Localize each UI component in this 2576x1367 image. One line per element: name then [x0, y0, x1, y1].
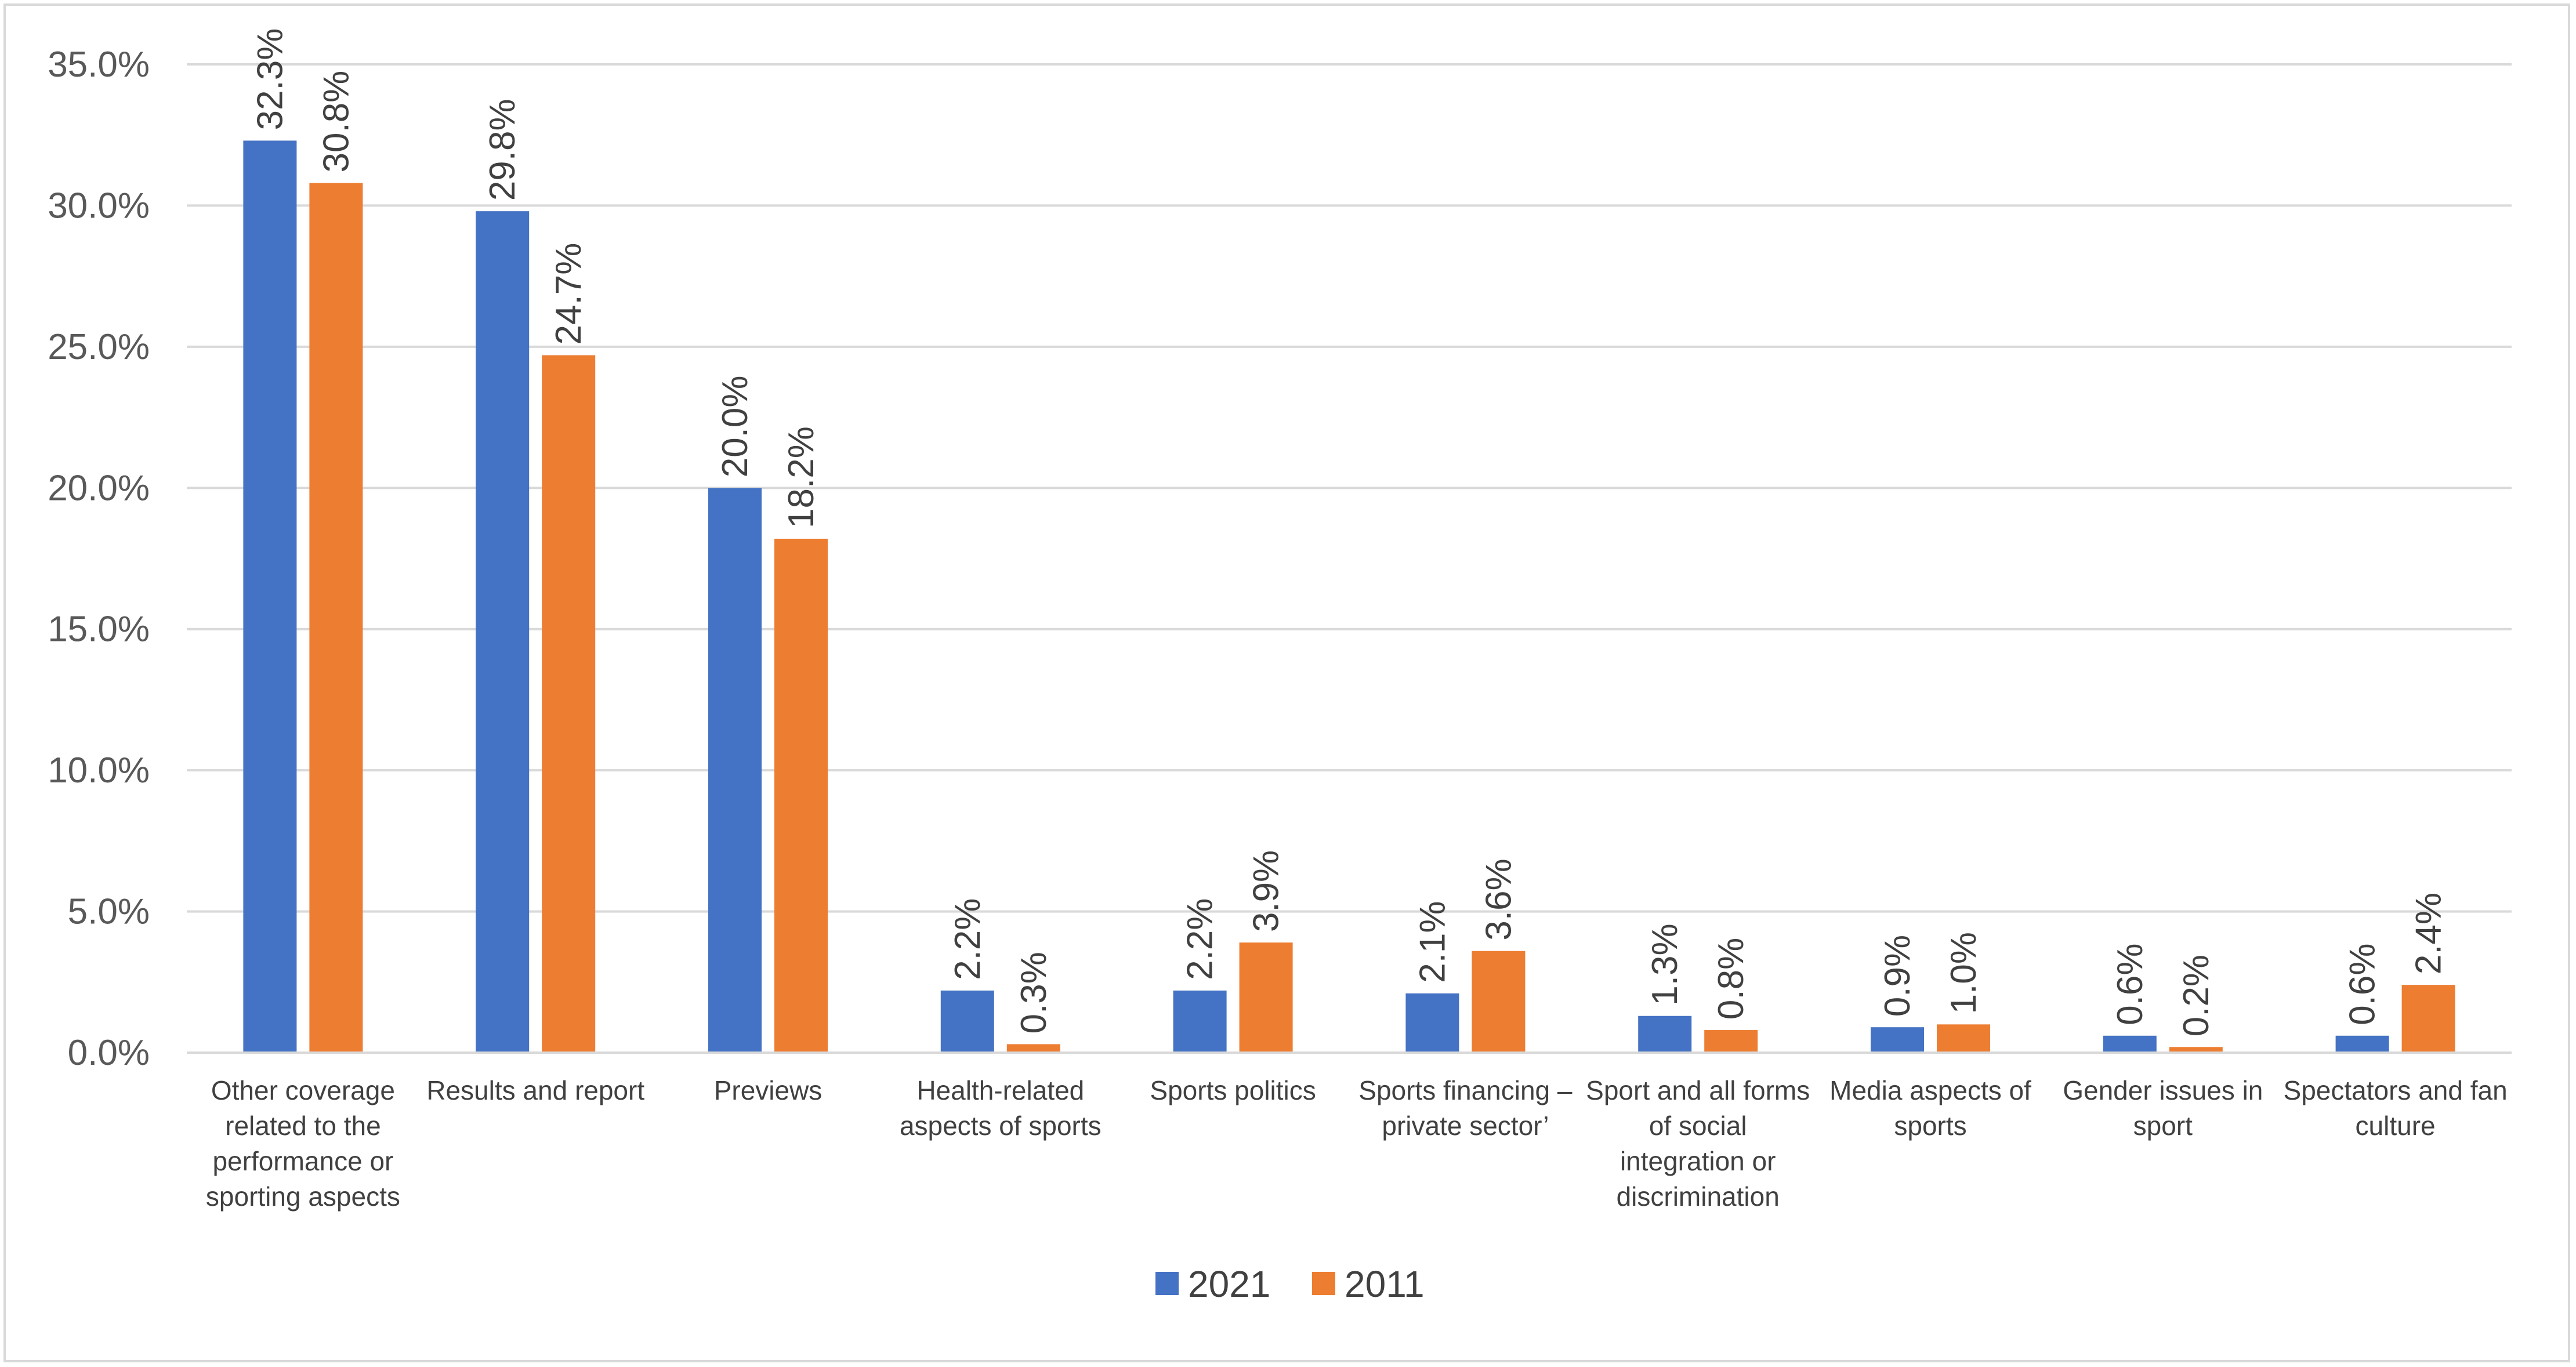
- y-tick-label: 5.0%: [68, 892, 150, 932]
- bar-2021-0: [243, 140, 297, 1053]
- data-label-2011-0: 30.8%: [316, 71, 356, 173]
- y-tick-label: 35.0%: [48, 45, 150, 85]
- data-label-2011-8: 0.2%: [2176, 955, 2216, 1036]
- bar-2011-0: [309, 183, 363, 1053]
- data-label-2011-6: 0.8%: [1711, 938, 1751, 1020]
- bar-2021-1: [476, 211, 530, 1053]
- legend: 2021 2011: [1155, 1263, 1425, 1305]
- x-tick-label: Sports politics: [1150, 1075, 1316, 1105]
- y-tick-label: 25.0%: [48, 327, 150, 367]
- x-tick-label: Sports financing – private sector’: [1358, 1075, 1573, 1141]
- data-label-2011-9: 2.4%: [2409, 893, 2449, 974]
- y-tick-label: 20.0%: [48, 468, 150, 508]
- data-label-2021-0: 32.3%: [250, 28, 290, 130]
- y-tick-label: 30.0%: [48, 186, 150, 226]
- data-label-2011-7: 1.0%: [1944, 932, 1984, 1014]
- x-tick-label: Other coverage related to the performance …: [206, 1075, 400, 1212]
- data-label-2021-5: 2.1%: [1412, 901, 1452, 982]
- data-label-2021-8: 0.6%: [2110, 943, 2150, 1025]
- bar-2021-3: [940, 990, 994, 1053]
- chart-frame: [3, 3, 2570, 1362]
- x-tick-label: Results and report: [426, 1075, 644, 1105]
- data-label-2021-3: 2.2%: [948, 898, 988, 980]
- x-tick-label: Gender issues in sport: [2063, 1075, 2263, 1141]
- bar-2011-9: [2401, 985, 2455, 1053]
- bar-2021-8: [2103, 1035, 2157, 1053]
- bar-2011-7: [1937, 1024, 1990, 1053]
- data-label-2021-7: 0.9%: [1878, 935, 1918, 1017]
- x-tick-label: Health-related aspects of sports: [900, 1075, 1102, 1141]
- gridlines: [187, 63, 2512, 1054]
- data-label-2011-4: 3.9%: [1247, 850, 1287, 932]
- data-label-2011-5: 3.6%: [1479, 858, 1519, 940]
- legend-label-2021: 2021: [1188, 1263, 1270, 1305]
- data-label-2021-1: 29.8%: [483, 99, 523, 201]
- bar-2021-4: [1173, 990, 1227, 1053]
- x-tick-label: Previews: [714, 1075, 823, 1105]
- bar-2011-1: [542, 355, 596, 1053]
- y-tick-label: 0.0%: [68, 1033, 150, 1073]
- bar-2021-5: [1405, 993, 1459, 1053]
- bar-2021-2: [708, 488, 762, 1053]
- data-label-2011-1: 24.7%: [549, 243, 589, 345]
- legend-swatch-2021: [1155, 1272, 1179, 1295]
- bar-2011-5: [1472, 951, 1526, 1053]
- x-tick-label: Spectators and fan culture: [2284, 1075, 2508, 1141]
- data-label-2021-4: 2.2%: [1180, 898, 1220, 980]
- bar-2011-6: [1704, 1030, 1758, 1053]
- data-label-2011-3: 0.3%: [1014, 952, 1054, 1034]
- data-label-2011-2: 18.2%: [781, 426, 821, 528]
- legend-swatch-2011: [1312, 1272, 1335, 1295]
- bar-2021-6: [1638, 1016, 1692, 1053]
- y-tick-label: 15.0%: [48, 610, 150, 650]
- y-axis: 0.0% 5.0% 10.0% 15.0% 20.0% 25.0% 30.0% 35.0%: [48, 45, 150, 1073]
- legend-label-2011: 2011: [1345, 1263, 1425, 1305]
- data-label-2021-2: 20.0%: [715, 375, 755, 477]
- bars: 32.3% 29.8% 20.0% 2.2% 2.2% 2.1% 1.3% 0.9% 0.6% 0…: [243, 28, 2455, 1053]
- y-tick-label: 10.0%: [48, 750, 150, 791]
- x-axis: Other coverage related to the performance …: [187, 1051, 2512, 1212]
- bar-2011-4: [1239, 942, 1293, 1053]
- bar-2021-7: [1871, 1027, 1924, 1053]
- bar-2011-2: [774, 538, 828, 1053]
- data-label-2021-9: 0.6%: [2343, 943, 2383, 1025]
- x-tick-label: Media aspects of sports: [1829, 1075, 2031, 1141]
- bar-2011-3: [1006, 1044, 1060, 1053]
- data-label-2021-6: 1.3%: [1645, 923, 1685, 1005]
- bar-2021-9: [2335, 1035, 2389, 1053]
- x-tick-label: Sport and all forms of social integration …: [1586, 1075, 1810, 1212]
- bar-2011-8: [2169, 1047, 2223, 1053]
